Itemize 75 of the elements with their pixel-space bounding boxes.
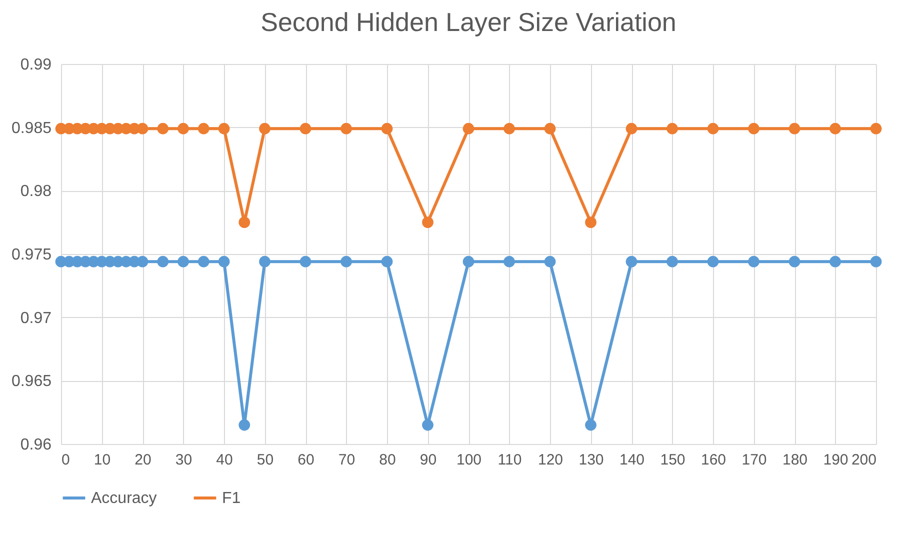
- point: [198, 256, 210, 268]
- x-tick-label: 30: [175, 452, 192, 468]
- point: [300, 122, 312, 134]
- point: [422, 419, 434, 431]
- point: [218, 256, 230, 268]
- point: [585, 419, 596, 431]
- x-tick-label: 180: [782, 452, 808, 468]
- point: [238, 419, 250, 431]
- x-tick-label: 110: [498, 452, 522, 468]
- point: [707, 122, 719, 134]
- point: [157, 122, 169, 134]
- point: [381, 256, 393, 268]
- y-tick-label: 0.98: [20, 183, 52, 200]
- point: [422, 216, 434, 228]
- point: [300, 256, 312, 268]
- point: [707, 256, 719, 268]
- point: [259, 122, 270, 134]
- point: [178, 256, 189, 268]
- point: [381, 122, 393, 134]
- y-tick-label: 0.975: [11, 246, 52, 264]
- y-tick-label: 0.97: [20, 310, 52, 327]
- point: [136, 256, 148, 268]
- x-tick-label: 10: [94, 452, 111, 468]
- point: [666, 122, 678, 134]
- point: [238, 216, 250, 228]
- point: [626, 256, 638, 268]
- x-tick-label: 50: [256, 452, 274, 468]
- x-tick-label: 0: [62, 452, 70, 468]
- x-tick-label: 60: [298, 452, 314, 468]
- y-tick-label: 0.965: [11, 373, 52, 390]
- x-tick-label: 140: [619, 452, 645, 468]
- x-tick-label: 160: [700, 452, 726, 468]
- point: [340, 256, 352, 268]
- x-tick-label: 90: [420, 452, 437, 468]
- point: [544, 256, 556, 268]
- y-tick-label: 0.985: [11, 120, 52, 137]
- x-tick-label: 130: [578, 452, 604, 468]
- x-tick-label: 150: [660, 452, 686, 468]
- legend-label: F1: [222, 490, 241, 507]
- x-tick-label: 190: [823, 452, 848, 468]
- x-tick-label: 120: [538, 452, 564, 468]
- point: [830, 256, 841, 268]
- point: [870, 122, 882, 134]
- point: [462, 122, 474, 134]
- point: [585, 216, 596, 228]
- point: [788, 256, 800, 268]
- point: [504, 256, 515, 268]
- point: [626, 122, 638, 134]
- point: [748, 122, 760, 134]
- point: [870, 256, 882, 268]
- point: [259, 256, 270, 268]
- point: [218, 122, 230, 134]
- x-tick-label: 70: [338, 452, 356, 468]
- point: [830, 122, 841, 134]
- point: [544, 122, 556, 134]
- chart-title: Second Hidden Layer Size Variation: [260, 7, 676, 37]
- point: [136, 122, 148, 134]
- point: [340, 122, 352, 134]
- y-tick-label: 0.99: [20, 56, 52, 74]
- point: [748, 256, 760, 268]
- point: [462, 256, 474, 268]
- point: [198, 122, 210, 134]
- point: [788, 122, 800, 134]
- point: [504, 122, 515, 134]
- point: [666, 256, 678, 268]
- x-tick-label: 100: [456, 452, 482, 468]
- x-tick-label: 20: [134, 452, 152, 468]
- x-tick-label: 200: [851, 452, 876, 468]
- x-tick-label: 80: [379, 452, 396, 468]
- x-tick-label: 170: [742, 452, 767, 468]
- y-tick-label: 0.96: [20, 436, 52, 454]
- legend-label: Accuracy: [91, 490, 157, 507]
- point: [178, 122, 189, 134]
- point: [157, 256, 169, 268]
- x-tick-label: 40: [216, 452, 233, 468]
